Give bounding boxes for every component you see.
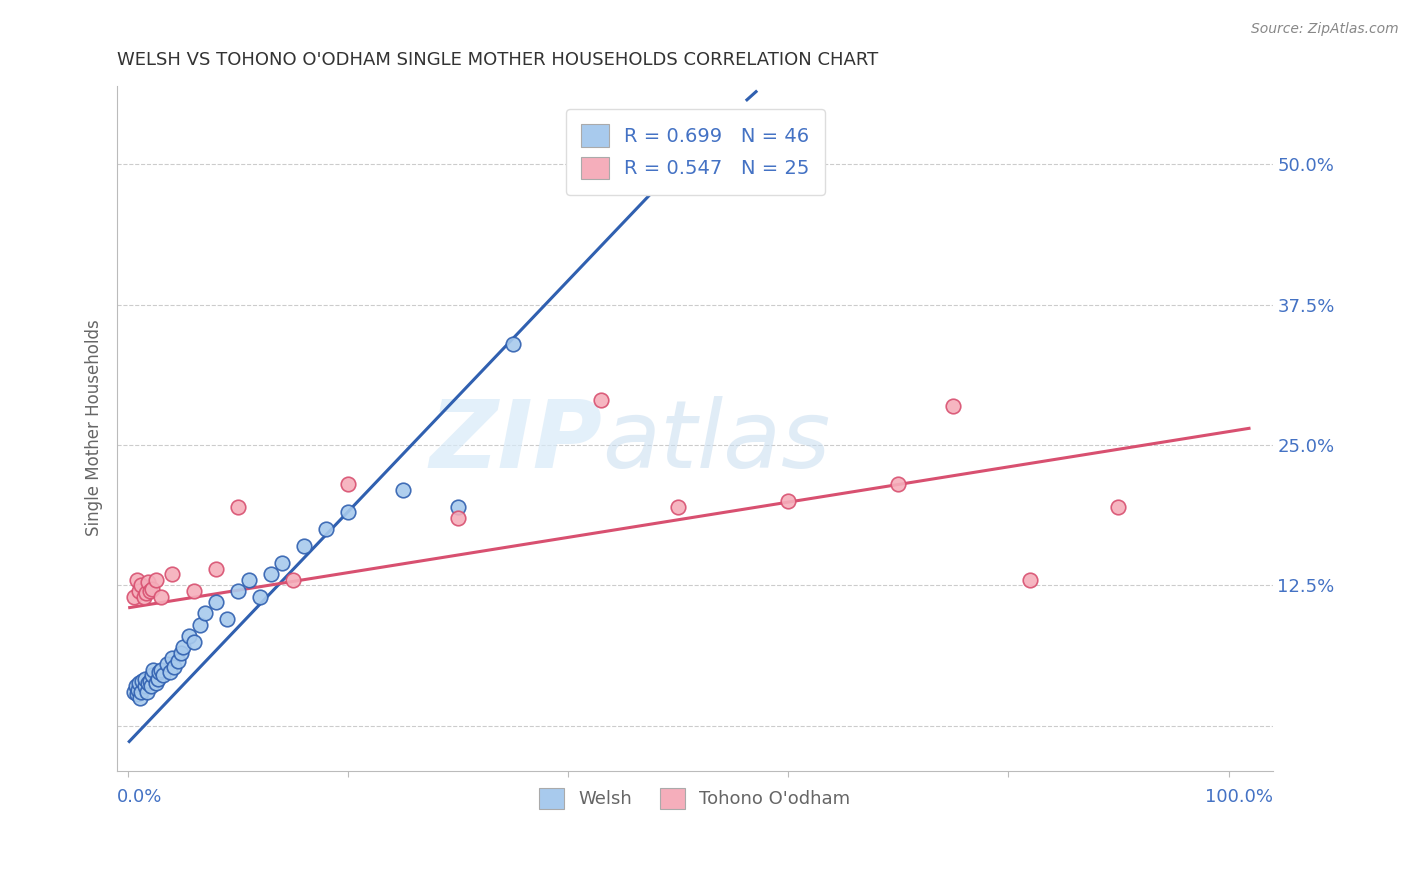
Point (128, 584, 150, 599)
Point (226, 500, 249, 514)
Point (337, 477, 360, 491)
Point (150, 663, 173, 677)
Point (146, 672, 169, 686)
Point (135, 685, 157, 699)
Point (260, 567, 283, 582)
Point (205, 561, 228, 575)
Point (188, 617, 211, 632)
Point (141, 680, 163, 694)
Point (152, 668, 174, 682)
Text: 100.0%: 100.0% (1205, 788, 1272, 805)
Point (166, 654, 188, 668)
Point (315, 522, 337, 536)
Point (134, 680, 156, 694)
Point (127, 682, 149, 697)
Point (447, 500, 470, 514)
Point (337, 505, 360, 519)
Point (447, 511, 470, 525)
Point (172, 640, 194, 654)
Y-axis label: Single Mother Households: Single Mother Households (86, 319, 103, 536)
Point (160, 651, 183, 665)
Point (238, 573, 260, 587)
Point (177, 629, 200, 643)
Point (292, 539, 315, 553)
Point (1019, 573, 1042, 587)
Point (150, 590, 173, 604)
Point (134, 672, 156, 686)
Point (128, 676, 150, 690)
Text: Source: ZipAtlas.com: Source: ZipAtlas.com (1251, 22, 1399, 37)
Point (125, 573, 148, 587)
Point (142, 663, 165, 677)
Point (183, 634, 205, 648)
Point (217, 612, 239, 626)
Point (139, 584, 162, 599)
Point (148, 665, 170, 679)
Point (145, 573, 167, 587)
Point (122, 685, 145, 699)
Point (170, 646, 193, 660)
Point (591, 392, 613, 407)
Point (205, 595, 228, 609)
Text: atlas: atlas (602, 396, 831, 487)
Point (392, 483, 415, 497)
Point (136, 676, 159, 690)
Point (271, 556, 294, 570)
Text: WELSH VS TOHONO O'ODHAM SINGLE MOTHER HOUSEHOLDS CORRELATION CHART: WELSH VS TOHONO O'ODHAM SINGLE MOTHER HO… (117, 51, 879, 69)
Point (125, 680, 148, 694)
Point (778, 494, 800, 508)
Point (139, 673, 162, 688)
Point (156, 657, 179, 671)
Point (131, 673, 153, 688)
Point (135, 586, 157, 600)
Point (194, 607, 217, 621)
Point (132, 590, 155, 604)
Point (666, 500, 689, 514)
Legend: Welsh, Tohono O'odham: Welsh, Tohono O'odham (524, 773, 865, 823)
Text: ZIP: ZIP (430, 396, 602, 488)
Point (131, 685, 153, 699)
Point (249, 590, 271, 604)
Point (160, 567, 183, 582)
Point (159, 665, 181, 679)
Point (1108, 500, 1130, 514)
Point (131, 578, 153, 592)
Point (141, 668, 163, 682)
Point (136, 574, 159, 589)
Point (163, 660, 186, 674)
Point (678, 135, 700, 149)
Point (145, 676, 167, 690)
Text: 0.0%: 0.0% (117, 788, 163, 805)
Point (226, 584, 249, 599)
Point (502, 336, 524, 351)
Point (887, 477, 910, 491)
Point (141, 582, 163, 596)
Point (125, 687, 148, 701)
Point (283, 573, 305, 587)
Point (942, 399, 965, 413)
Point (129, 690, 152, 705)
Point (122, 590, 145, 604)
Point (183, 584, 205, 599)
